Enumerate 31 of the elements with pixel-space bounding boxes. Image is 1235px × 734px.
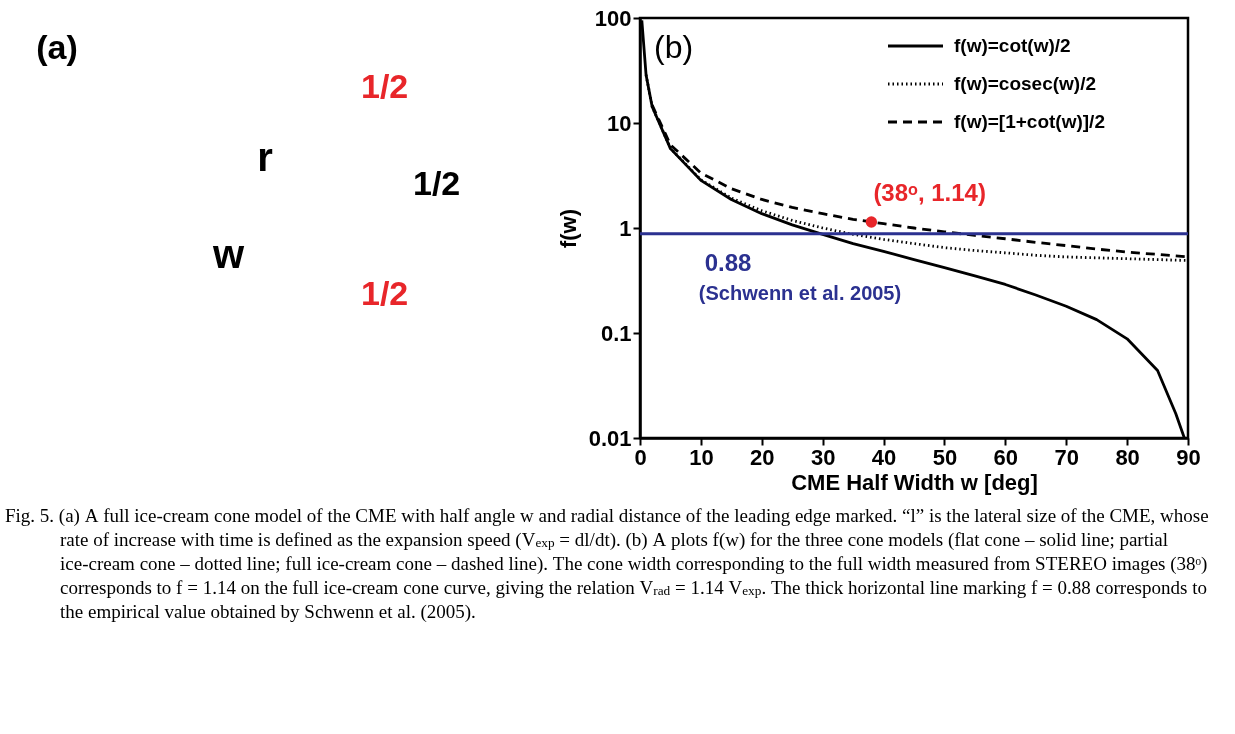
annotation: (38ᵒ, 1.14) bbox=[873, 179, 986, 207]
x-tick-label: 30 bbox=[810, 444, 836, 470]
legend-label: f(w)=cosec(w)/2 bbox=[954, 73, 1097, 94]
y-tick-label: 0.01 bbox=[588, 425, 632, 451]
x-tick-label: 10 bbox=[689, 444, 714, 470]
text: (a) bbox=[36, 27, 78, 66]
y-tick-label: 0.1 bbox=[600, 320, 632, 346]
text: Fig. 5. (a) A full ice-cream cone model of the CME with half angle w and radial distance of the leading edge marked. “l” is the lateral size of the CME, whose rate of increase with time is defined as the expansion speed (Vexp = dl/dt). (b) A plots f(w) for the three cone models (flat cone – solid line; partial ice-cream cone – dotted line; full ice-cream cone – dashed line). The cone width corresponding to the full width measured from STEREO images (38ᵒ) corresponds to f = 1.14 on the full ice-cream cone curve, giving the relation Vrad = 1.14 Vexp. The thick horizontal line marking f = 0.88 corresponds to the empirical value obtained by Schwenn et al. (2005). bbox=[5, 505, 1209, 622]
legend-label: f(w)=[1+cot(w)]/2 bbox=[954, 111, 1105, 132]
legend-label: f(w)=cot(w)/2 bbox=[954, 35, 1071, 56]
x-tick-label: 0 bbox=[634, 444, 647, 470]
x-tick-label: 60 bbox=[993, 444, 1019, 470]
y-axis-title: f(w) bbox=[555, 208, 581, 249]
y-tick-label: 10 bbox=[607, 110, 632, 136]
x-tick-label: 70 bbox=[1054, 444, 1079, 470]
text: r bbox=[257, 134, 273, 179]
text: 1/2 bbox=[412, 164, 461, 203]
text: 1/2 bbox=[360, 67, 409, 106]
x-tick-label: 80 bbox=[1115, 444, 1140, 470]
x-tick-label: 90 bbox=[1176, 444, 1201, 470]
x-tick-label: 50 bbox=[932, 444, 958, 470]
x-tick-label: 40 bbox=[871, 444, 897, 470]
x-axis-title: CME Half Width w [deg] bbox=[791, 469, 1038, 495]
y-tick-label: 100 bbox=[594, 5, 632, 31]
text: w bbox=[212, 231, 246, 276]
ref-line-label: 0.88 bbox=[704, 248, 752, 276]
text: 1/2 bbox=[360, 274, 409, 313]
y-tick-label: 1 bbox=[619, 215, 632, 241]
annotation: (Schwenn et al. 2005) bbox=[698, 281, 902, 304]
chart-title: (b) bbox=[654, 29, 694, 65]
x-tick-label: 20 bbox=[750, 444, 775, 470]
